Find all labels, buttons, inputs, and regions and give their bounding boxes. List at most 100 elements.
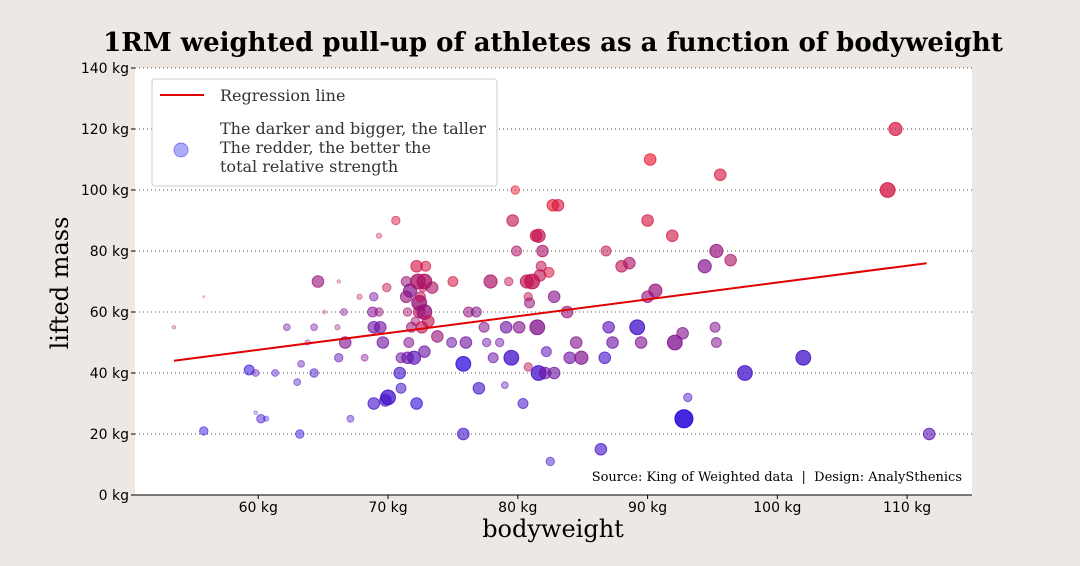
data-points: [171, 121, 936, 467]
data-point: [879, 182, 896, 198]
legend: Regression line The darker and bigger, t…: [151, 78, 498, 187]
data-point: [547, 366, 561, 380]
data-point: [535, 260, 547, 272]
x-tick-label: 90 kg: [628, 500, 667, 516]
y-tick-label: 40 kg: [90, 366, 129, 382]
data-point: [431, 330, 444, 343]
data-point: [674, 409, 694, 429]
data-point: [414, 291, 426, 303]
data-point: [356, 293, 363, 300]
data-point: [713, 168, 727, 182]
data-point: [470, 306, 482, 318]
data-point: [540, 346, 552, 358]
data-point: [563, 351, 577, 365]
data-point: [499, 320, 513, 334]
data-point: [380, 389, 396, 406]
data-point: [425, 281, 439, 294]
data-point: [600, 245, 612, 257]
y-tick-label: 80 kg: [90, 244, 129, 260]
x-tick-label: 110 kg: [883, 500, 931, 516]
source-credit: Source: King of Weighted data | Design: …: [592, 470, 962, 485]
data-point: [421, 314, 435, 328]
data-point: [393, 366, 407, 380]
regression-line: [173, 262, 927, 362]
legend-points-swatch: [173, 142, 189, 158]
y-tick-label: 140 kg: [81, 61, 129, 77]
data-point: [295, 429, 305, 439]
data-point: [503, 349, 520, 366]
data-point: [888, 121, 903, 137]
data-point: [795, 349, 812, 366]
legend-points-line-3: total relative strength: [220, 157, 398, 176]
data-point: [199, 426, 209, 436]
data-point: [602, 320, 615, 334]
data-point: [297, 359, 306, 368]
data-point: [504, 276, 514, 287]
legend-points-line-2: The redder, the better the: [220, 138, 431, 157]
data-point: [373, 320, 387, 334]
data-point: [643, 153, 657, 166]
data-point: [506, 214, 519, 227]
data-point: [641, 214, 654, 227]
data-point: [410, 397, 423, 410]
data-point: [418, 345, 431, 358]
data-point: [366, 306, 378, 318]
data-point: [309, 368, 319, 378]
data-point: [551, 198, 565, 212]
data-point: [447, 276, 459, 287]
data-point: [282, 323, 291, 332]
y-tick-label: 120 kg: [81, 122, 129, 138]
data-point: [494, 337, 505, 348]
data-point: [683, 392, 693, 403]
data-point: [547, 290, 561, 304]
data-point: [483, 274, 498, 289]
chart-title: 1RM weighted pull-up of athletes as a fu…: [103, 28, 1003, 58]
data-point: [922, 427, 936, 441]
data-point: [171, 324, 177, 330]
data-point: [251, 369, 260, 377]
data-point: [481, 337, 492, 348]
data-point: [724, 253, 737, 267]
data-point: [403, 337, 415, 348]
data-point: [512, 320, 526, 334]
data-point: [310, 323, 318, 332]
data-point: [737, 365, 753, 381]
x-axis-label: bodyweight: [482, 515, 624, 543]
data-point: [402, 307, 413, 317]
x-tick-label: 60 kg: [239, 500, 278, 516]
data-point: [457, 427, 470, 441]
data-point: [202, 295, 206, 299]
data-point: [606, 336, 619, 349]
legend-points-line-1: The darker and bigger, the taller: [220, 119, 486, 138]
data-point: [256, 414, 266, 424]
y-tick-label: 100 kg: [81, 183, 129, 199]
y-tick-label: 60 kg: [90, 305, 129, 321]
x-tick-label: 80 kg: [498, 500, 537, 516]
data-point: [517, 398, 529, 409]
x-tick-label: 100 kg: [753, 500, 801, 516]
data-point: [697, 259, 712, 274]
data-point: [665, 229, 679, 243]
data-point: [560, 305, 574, 319]
data-point: [710, 337, 722, 348]
data-point: [523, 362, 533, 372]
data-point: [531, 228, 546, 243]
y-axis-ticks: 0 kg 20 kg 40 kg 60 kg 80 kg 100 kg 120 kg 140 …: [81, 61, 135, 504]
data-point: [334, 324, 341, 331]
data-point: [510, 185, 520, 195]
data-point: [666, 334, 683, 351]
data-point: [569, 336, 583, 349]
y-tick-label: 0 kg: [99, 488, 129, 504]
data-point: [472, 381, 486, 395]
data-point: [545, 456, 555, 467]
data-point: [336, 279, 342, 284]
data-point: [523, 297, 535, 309]
data-point: [395, 382, 407, 394]
legend-regression-label: Regression line: [220, 86, 345, 105]
data-point: [293, 378, 302, 387]
data-point: [598, 351, 612, 365]
data-point: [478, 321, 490, 333]
data-point: [360, 353, 369, 362]
data-point: [500, 381, 509, 390]
